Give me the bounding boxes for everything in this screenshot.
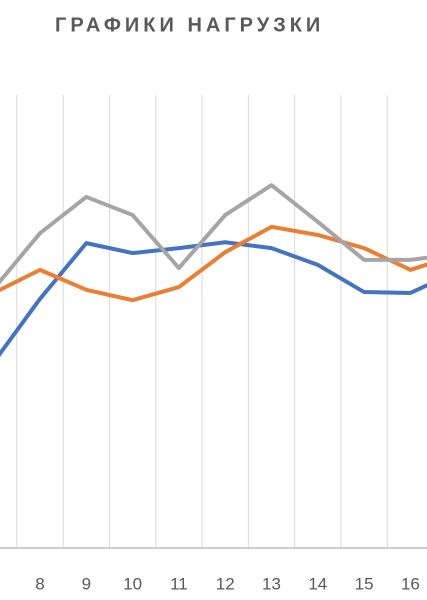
series-line xyxy=(0,240,427,358)
series-line xyxy=(0,224,427,303)
x-tick-label: 8 xyxy=(35,574,44,593)
x-tick-label: 11 xyxy=(170,574,188,593)
x-tick-label: 10 xyxy=(123,574,142,593)
x-tick-label: 14 xyxy=(308,574,327,593)
x-tick-label: 15 xyxy=(355,574,374,593)
x-tick-label: 16 xyxy=(401,574,420,593)
chart-title: ГРАФИКИ НАГРУЗКИ xyxy=(55,14,324,36)
x-tick-label: 9 xyxy=(82,574,91,593)
x-tick-label: 13 xyxy=(262,574,281,593)
series-line xyxy=(0,183,427,285)
x-tick-label: 12 xyxy=(216,574,235,593)
